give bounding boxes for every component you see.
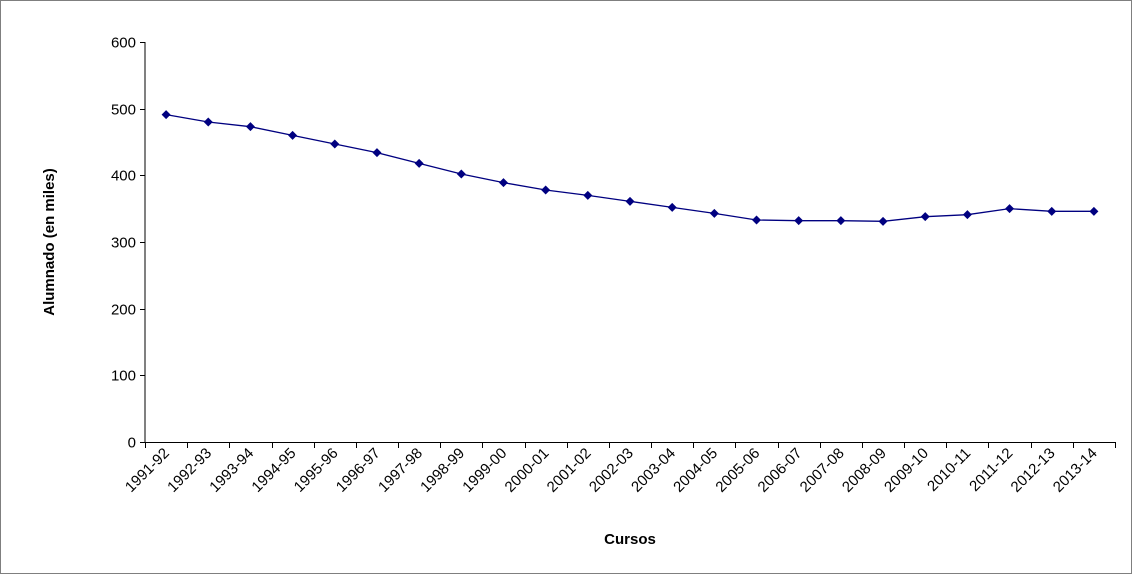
x-tick-label: 2008-09 bbox=[839, 445, 890, 496]
data-point bbox=[667, 202, 677, 212]
y-axis-title: Alumnado (en miles) bbox=[41, 168, 58, 316]
data-point bbox=[625, 196, 635, 206]
y-tick-label: 0 bbox=[128, 435, 136, 452]
data-point bbox=[583, 190, 593, 200]
y-tick-label: 300 bbox=[111, 235, 136, 252]
x-axis-title: Cursos bbox=[604, 531, 656, 548]
x-tick-label: 1994-95 bbox=[248, 445, 299, 496]
data-point bbox=[920, 212, 930, 222]
x-tick-label: 2003-04 bbox=[628, 445, 679, 496]
data-point bbox=[878, 216, 888, 226]
x-tick-label: 1992-93 bbox=[164, 445, 215, 496]
data-point bbox=[794, 216, 804, 226]
data-point bbox=[1047, 206, 1057, 216]
x-tick-label: 2004-05 bbox=[670, 445, 721, 496]
x-tick-label: 1997-98 bbox=[375, 445, 426, 496]
data-point bbox=[245, 122, 255, 132]
y-tick-label: 100 bbox=[111, 368, 136, 385]
x-tick-label: 2001-02 bbox=[544, 445, 595, 496]
data-point bbox=[752, 215, 762, 225]
data-point bbox=[498, 178, 508, 188]
data-point bbox=[288, 130, 298, 140]
x-axis: 1991-921992-931993-941994-951995-961996-… bbox=[122, 442, 1116, 496]
x-tick-label: 2009-10 bbox=[881, 445, 932, 496]
x-tick-label: 1999-00 bbox=[459, 445, 510, 496]
x-tick-label: 2010-11 bbox=[924, 445, 974, 495]
y-tick-label: 500 bbox=[111, 102, 136, 119]
x-tick-label: 1996-97 bbox=[333, 445, 384, 496]
data-point bbox=[1005, 204, 1015, 214]
x-tick-label: 2011-12 bbox=[966, 445, 1016, 495]
x-tick-label: 2012-13 bbox=[1008, 445, 1059, 496]
x-tick-label: 2013-14 bbox=[1050, 445, 1101, 496]
x-tick-label: 2005-06 bbox=[712, 445, 763, 496]
data-point bbox=[836, 216, 846, 226]
data-point bbox=[1089, 206, 1099, 216]
data-point bbox=[456, 169, 466, 179]
series-layer bbox=[161, 110, 1099, 226]
y-tick-label: 200 bbox=[111, 302, 136, 319]
data-point bbox=[962, 210, 972, 220]
data-point bbox=[203, 117, 213, 127]
x-tick-label: 1995-96 bbox=[291, 445, 342, 496]
x-tick-label: 1991-92 bbox=[122, 445, 173, 496]
data-point bbox=[372, 148, 382, 158]
x-tick-label: 2002-03 bbox=[586, 445, 637, 496]
y-tick-label: 400 bbox=[111, 168, 136, 185]
x-tick-label: 2007-08 bbox=[797, 445, 848, 496]
data-point bbox=[161, 110, 171, 120]
y-tick-label: 600 bbox=[111, 35, 136, 52]
data-point bbox=[414, 158, 424, 168]
data-point bbox=[709, 208, 719, 218]
y-axis: 0 100 200 300 400 500 600 bbox=[111, 35, 146, 452]
x-tick-label: 1993-94 bbox=[206, 445, 257, 496]
data-point bbox=[330, 139, 340, 149]
x-tick-label: 1998-99 bbox=[417, 445, 468, 496]
x-tick-label: 2006-07 bbox=[755, 445, 806, 496]
data-point bbox=[541, 185, 551, 195]
x-tick-label: 2000-01 bbox=[502, 445, 553, 496]
